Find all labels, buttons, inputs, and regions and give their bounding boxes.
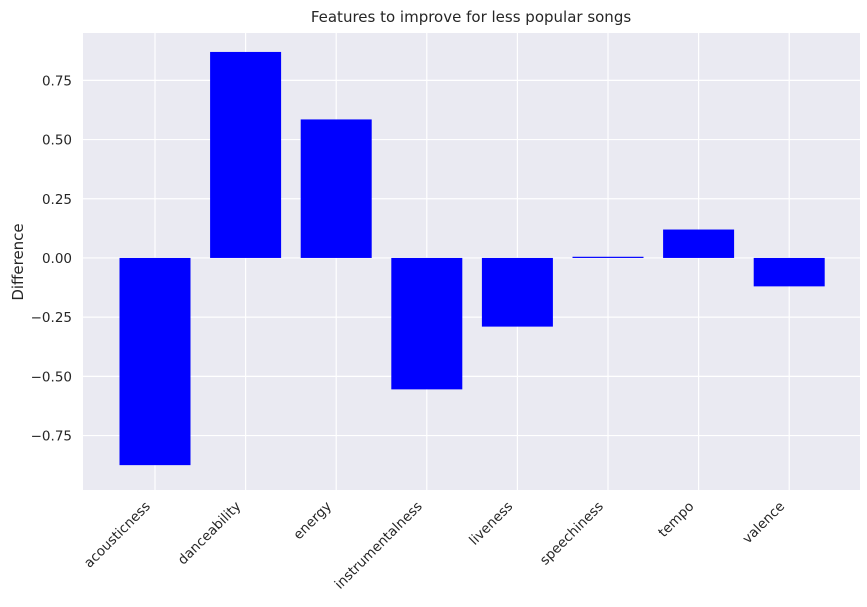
plot-background [83,33,860,490]
x-tick-label-acousticness: acousticness [81,499,154,572]
x-tick-labels: acousticness danceability energyinstrument… [81,499,788,593]
x-tick-label-energy: energy [290,499,335,544]
bar-energy [300,119,372,258]
y-tick-label: 0.75 [42,73,72,89]
x-tick-label-valence: valence [740,499,789,548]
bar-danceability [210,51,282,258]
bar-liveness [481,257,553,327]
chart-title: Features to improve for less popular son… [311,8,632,26]
y-tick-label: 0.00 [42,251,72,267]
x-tick-label-danceability: danceability [175,499,245,569]
bar-instrumentalness [391,257,463,390]
x-tick-label-instrumentalness: instrumentalness [332,499,426,593]
bar-acousticness [119,257,191,466]
bars [119,51,825,466]
bar-tempo [663,229,735,258]
y-tick-label: −0.75 [31,429,72,445]
bar-speechiness [572,256,644,258]
y-tick-label: 0.25 [42,192,72,208]
x-tick-label-speechiness: speechiness [537,499,607,569]
y-tick-label: −0.25 [31,310,72,326]
y-tick-labels: −0.75 −0.50 −0.25 0.00 0.25 0.50 0.75 [31,73,72,444]
y-axis-label: Difference [9,223,27,300]
bar-valence [753,257,825,287]
y-tick-label: −0.50 [31,369,72,385]
y-tick-label: 0.50 [42,133,72,149]
x-tick-label-tempo: tempo [655,499,697,541]
x-tick-label-liveness: liveness [466,499,516,549]
